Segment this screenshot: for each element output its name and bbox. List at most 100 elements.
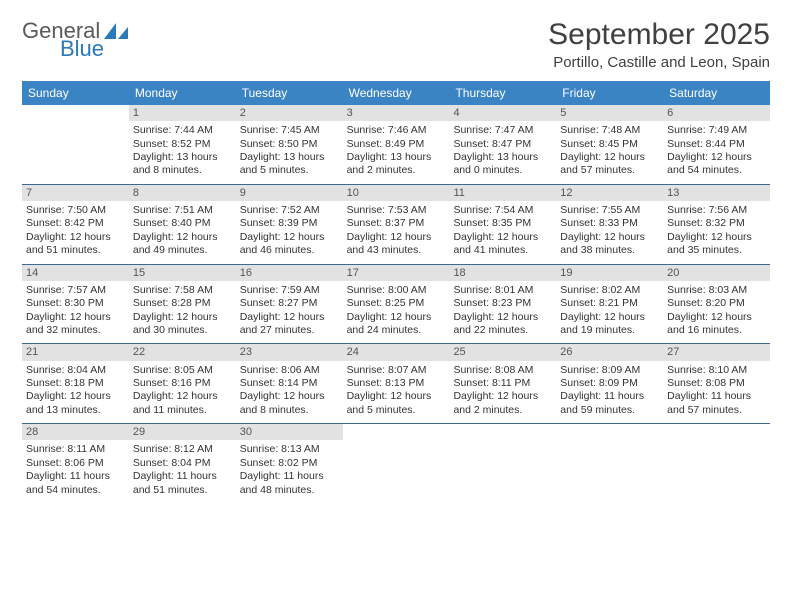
calendar-cell: 16Sunrise: 7:59 AMSunset: 8:27 PMDayligh… [236,265,343,344]
sunset-text: Sunset: 8:50 PM [240,138,339,151]
sunset-text: Sunset: 8:20 PM [667,297,766,310]
daylight-text: Daylight: 12 hours and 11 minutes. [133,390,232,417]
day-header: Monday [129,81,236,105]
sunrise-text: Sunrise: 8:00 AM [347,284,446,297]
daylight-text: Daylight: 13 hours and 0 minutes. [453,151,552,178]
sunrise-text: Sunrise: 7:48 AM [560,124,659,137]
sunset-text: Sunset: 8:04 PM [133,457,232,470]
calendar-cell: 2Sunrise: 7:45 AMSunset: 8:50 PMDaylight… [236,105,343,184]
day-number: 9 [236,185,343,201]
day-number: 28 [22,424,129,440]
daylight-text: Daylight: 11 hours and 48 minutes. [240,470,339,497]
calendar-cell: 30Sunrise: 8:13 AMSunset: 8:02 PMDayligh… [236,424,343,503]
sunrise-text: Sunrise: 8:07 AM [347,364,446,377]
header: General Blue September 2025 Portillo, Ca… [22,18,770,71]
daylight-text: Daylight: 12 hours and 5 minutes. [347,390,446,417]
calendar-cell: 17Sunrise: 8:00 AMSunset: 8:25 PMDayligh… [343,265,450,344]
brand-text-2: Blue [60,36,130,62]
daylight-text: Daylight: 12 hours and 54 minutes. [667,151,766,178]
calendar-cell: 20Sunrise: 8:03 AMSunset: 8:20 PMDayligh… [663,265,770,344]
day-number: 18 [449,265,556,281]
day-number: 19 [556,265,663,281]
daylight-text: Daylight: 13 hours and 8 minutes. [133,151,232,178]
calendar-cell: 15Sunrise: 7:58 AMSunset: 8:28 PMDayligh… [129,265,236,344]
sunset-text: Sunset: 8:09 PM [560,377,659,390]
sunset-text: Sunset: 8:40 PM [133,217,232,230]
sunset-text: Sunset: 8:47 PM [453,138,552,151]
sunrise-text: Sunrise: 8:01 AM [453,284,552,297]
calendar-cell: 11Sunrise: 7:54 AMSunset: 8:35 PMDayligh… [449,185,556,264]
sunset-text: Sunset: 8:28 PM [133,297,232,310]
sunrise-text: Sunrise: 7:57 AM [26,284,125,297]
sunset-text: Sunset: 8:13 PM [347,377,446,390]
day-number: 12 [556,185,663,201]
daylight-text: Daylight: 12 hours and 57 minutes. [560,151,659,178]
daylight-text: Daylight: 12 hours and 32 minutes. [26,311,125,338]
calendar-cell: 3Sunrise: 7:46 AMSunset: 8:49 PMDaylight… [343,105,450,184]
sunrise-text: Sunrise: 7:44 AM [133,124,232,137]
calendar-cell: 7Sunrise: 7:50 AMSunset: 8:42 PMDaylight… [22,185,129,264]
calendar-cell: 14Sunrise: 7:57 AMSunset: 8:30 PMDayligh… [22,265,129,344]
calendar-week: 1Sunrise: 7:44 AMSunset: 8:52 PMDaylight… [22,105,770,185]
sunset-text: Sunset: 8:27 PM [240,297,339,310]
daylight-text: Daylight: 12 hours and 43 minutes. [347,231,446,258]
day-header: Tuesday [236,81,343,105]
sunset-text: Sunset: 8:49 PM [347,138,446,151]
sunset-text: Sunset: 8:14 PM [240,377,339,390]
sunset-text: Sunset: 8:42 PM [26,217,125,230]
day-number: 17 [343,265,450,281]
calendar-cell: 26Sunrise: 8:09 AMSunset: 8:09 PMDayligh… [556,344,663,423]
calendar-cell: 27Sunrise: 8:10 AMSunset: 8:08 PMDayligh… [663,344,770,423]
calendar-cell: 9 Sunrise: 7:52 AMSunset: 8:39 PMDaylight… [236,185,343,264]
day-number: 11 [449,185,556,201]
calendar-cell [663,424,770,503]
calendar-cell: 12Sunrise: 7:55 AMSunset: 8:33 PMDayligh… [556,185,663,264]
calendar-cell: 29Sunrise: 8:12 AMSunset: 8:04 PMDayligh… [129,424,236,503]
sunrise-text: Sunrise: 8:10 AM [667,364,766,377]
calendar-cell: 23Sunrise: 8:06 AMSunset: 8:14 PMDayligh… [236,344,343,423]
calendar-cell: 28Sunrise: 8:11 AMSunset: 8:06 PMDayligh… [22,424,129,503]
calendar-cell: 8Sunrise: 7:51 AMSunset: 8:40 PMDaylight… [129,185,236,264]
sunrise-text: Sunrise: 8:06 AM [240,364,339,377]
daylight-text: Daylight: 12 hours and 41 minutes. [453,231,552,258]
sunrise-text: Sunrise: 7:50 AM [26,204,125,217]
day-number: 13 [663,185,770,201]
sunrise-text: Sunrise: 8:04 AM [26,364,125,377]
sunset-text: Sunset: 8:02 PM [240,457,339,470]
sunset-text: Sunset: 8:21 PM [560,297,659,310]
sunrise-text: Sunrise: 8:02 AM [560,284,659,297]
sunset-text: Sunset: 8:23 PM [453,297,552,310]
calendar-cell [556,424,663,503]
sunrise-text: Sunrise: 7:53 AM [347,204,446,217]
daylight-text: Daylight: 11 hours and 54 minutes. [26,470,125,497]
calendar-cell [343,424,450,503]
sunset-text: Sunset: 8:52 PM [133,138,232,151]
daylight-text: Daylight: 11 hours and 57 minutes. [667,390,766,417]
sunset-text: Sunset: 8:06 PM [26,457,125,470]
day-header: Friday [556,81,663,105]
calendar-cell: 6Sunrise: 7:49 AMSunset: 8:44 PMDaylight… [663,105,770,184]
calendar-week: 14Sunrise: 7:57 AMSunset: 8:30 PMDayligh… [22,265,770,345]
calendar-cell [449,424,556,503]
day-header: Thursday [449,81,556,105]
daylight-text: Daylight: 12 hours and 46 minutes. [240,231,339,258]
daylight-text: Daylight: 12 hours and 16 minutes. [667,311,766,338]
month-title: September 2025 [548,18,770,52]
day-number: 29 [129,424,236,440]
calendar: Sunday Monday Tuesday Wednesday Thursday… [22,81,770,503]
sunrise-text: Sunrise: 7:52 AM [240,204,339,217]
calendar-cell: 18Sunrise: 8:01 AMSunset: 8:23 PMDayligh… [449,265,556,344]
sunrise-text: Sunrise: 8:03 AM [667,284,766,297]
day-number: 7 [22,185,129,201]
day-number: 22 [129,344,236,360]
daylight-text: Daylight: 12 hours and 35 minutes. [667,231,766,258]
calendar-week: 28Sunrise: 8:11 AMSunset: 8:06 PMDayligh… [22,424,770,503]
sunrise-text: Sunrise: 8:08 AM [453,364,552,377]
day-number: 10 [343,185,450,201]
daylight-text: Daylight: 13 hours and 2 minutes. [347,151,446,178]
sunrise-text: Sunrise: 7:55 AM [560,204,659,217]
sunrise-text: Sunrise: 8:09 AM [560,364,659,377]
brand-logo: General Blue [22,18,130,62]
sunrise-text: Sunrise: 7:49 AM [667,124,766,137]
sunset-text: Sunset: 8:39 PM [240,217,339,230]
